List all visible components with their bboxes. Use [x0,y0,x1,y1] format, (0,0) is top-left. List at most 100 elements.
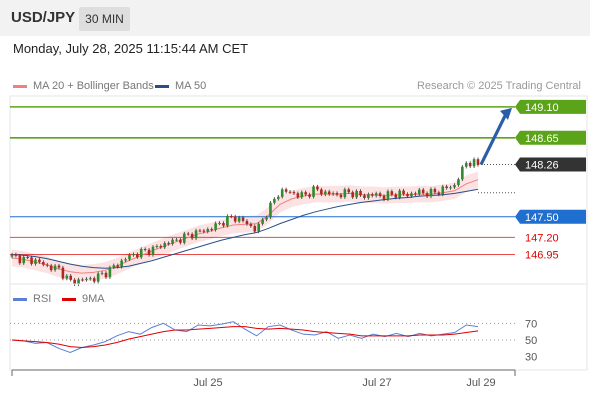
candle-body [73,279,76,285]
candle-body [226,216,229,226]
candle-body [194,230,198,239]
candle-body [120,260,123,267]
candle-body [363,195,366,198]
candle-body [143,249,147,251]
candle-body [414,193,417,195]
candle-body [229,216,233,218]
candle-body [269,202,272,218]
candle-body [38,259,41,263]
top-bar: USD/JPY 30 MIN [0,0,590,36]
level-tag-149.10 [515,99,586,114]
candle-body [308,194,311,197]
candle-body [30,257,33,264]
candle-body [61,267,65,279]
level-label-146.95: 146.95 [525,250,559,262]
legend-ma20-bb: MA 20 + Bollinger Bands [13,80,154,92]
level-tag-147.50 [515,209,586,224]
candle-body [53,265,57,271]
9ma-line [11,326,479,349]
candle-body [116,265,120,267]
level-label-147.50: 147.50 [525,212,559,224]
candle-body [347,189,351,193]
candle-body [89,278,92,280]
candle-body [42,262,45,265]
candle-body [49,265,53,271]
candle-body [398,190,401,198]
candle-body [284,189,288,192]
candle-body [171,239,174,244]
candle-body [26,256,29,258]
candle-body [461,166,464,180]
legend-9ma: 9MA [62,293,105,305]
candle-body [257,223,261,232]
candle-body [186,233,190,235]
x-tick-label: Jul 29 [466,377,495,389]
ma20-swatch [13,84,27,88]
level-tag-148.26 [515,157,586,172]
candle-body [81,279,84,281]
candle-body [218,223,221,225]
candle-body [214,223,217,230]
level-label-147.20: 147.20 [525,232,559,244]
candle-body [367,194,370,198]
candle-body [296,193,300,198]
level-label-148.65: 148.65 [525,133,559,145]
rsi-tick-50: 50 [525,335,537,347]
candle-body [155,246,159,248]
candle-body [304,192,307,195]
legend-rsi: RSI [13,293,51,305]
candle-body [233,216,237,222]
candle-body [112,265,116,268]
candle-body [327,191,331,195]
candle-body [390,191,394,195]
rsi-swatch [13,297,27,301]
candle-body [45,264,49,266]
legend-ma50: MA 50 [155,80,206,92]
candle-body [69,275,73,280]
candle-body [335,193,339,195]
candle-body [65,275,69,279]
candle-body [136,254,139,258]
candle-body [320,189,323,195]
candle-body [245,220,249,225]
candle-body [210,229,214,231]
candle-body [453,185,456,188]
candle-body [394,194,398,198]
x-tick-label: Jul 27 [362,377,391,389]
candle-body [437,192,441,195]
candle-body [280,189,284,197]
candle-body [445,186,448,189]
candle-body [237,217,241,222]
candle-body [124,259,127,261]
candle-body [198,230,202,232]
candle-body [343,189,347,198]
bollinger-band [12,171,478,282]
candle-body [202,230,206,232]
candle-body [300,192,304,198]
ma50-swatch [155,84,169,88]
timeframe-button[interactable]: 30 MIN [79,7,130,31]
level-label-149.10: 149.10 [525,102,559,114]
candle-body [92,278,96,282]
candle-body [273,198,276,203]
candle-body [104,272,108,278]
candle-body [147,249,151,255]
candle-body [85,278,88,280]
candle-body [265,217,268,220]
candle-body [429,189,433,197]
candle-body [57,265,61,268]
candle-body [359,190,362,196]
candle-body [128,255,131,260]
symbol-title: USD/JPY [11,9,76,26]
ma20-label: MA 20 + Bollinger Bands [33,80,154,92]
candle-body [183,233,186,243]
candle-body [468,162,472,167]
candle-body [288,191,292,193]
level-tag-148.65 [515,130,586,145]
rsi-line [11,321,479,354]
candle-body [206,229,210,232]
candle-body [472,159,476,167]
candle-body [312,186,315,197]
candle-body [457,179,460,186]
candle-body [108,267,112,278]
